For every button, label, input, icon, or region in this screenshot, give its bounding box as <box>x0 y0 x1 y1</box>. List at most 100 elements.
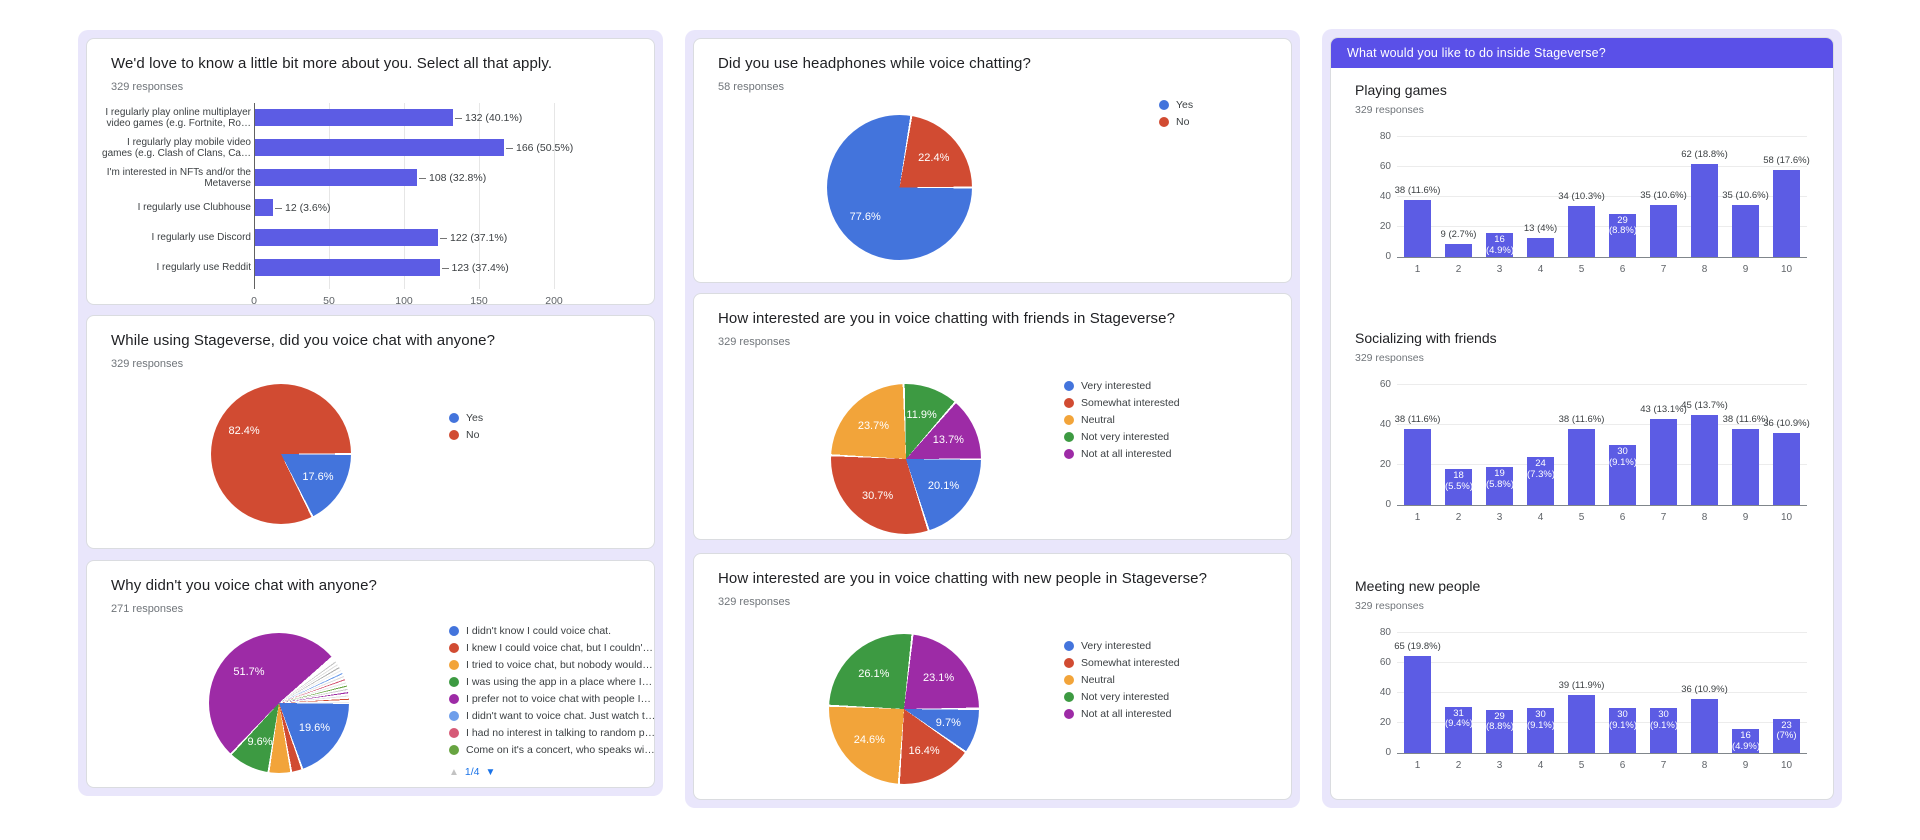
bar <box>255 259 440 276</box>
legend-page-down-icon[interactable]: ▼ <box>485 766 496 778</box>
bar <box>255 229 438 246</box>
legend-item: Somewhat interested <box>1064 397 1180 409</box>
legend-item: I knew I could voice chat, but I couldn'… <box>449 642 655 654</box>
bar-slot: 30 (9.1%) <box>1602 385 1643 505</box>
chart-legend: I didn't know I could voice chat. I knew … <box>449 625 655 778</box>
x-axis-tick-label: 4 <box>1537 760 1544 771</box>
category-label: I regularly play online multiplayer video… <box>105 106 251 130</box>
bar-value-label: 31 (9.4%) <box>1445 707 1473 729</box>
bar-value-label: 36 (10.9%) <box>1763 418 1810 429</box>
pie-slice-label: 51.7% <box>233 665 265 678</box>
bar-value-label: 23 (7%) <box>1776 719 1797 741</box>
legend-label: Not very interested <box>1081 431 1170 443</box>
pie-slice-label: 9.7% <box>935 716 961 729</box>
pie-slice-label: 13.7% <box>932 433 964 446</box>
pie-chart <box>831 384 981 534</box>
x-axis-tick-label: 10 <box>1780 264 1793 275</box>
bar-value-label: 35 (10.6%) <box>1722 189 1769 201</box>
bar: 30 (9.1%) <box>1609 445 1637 505</box>
legend-color-dot <box>1064 675 1074 685</box>
legend-label: Come on it's a concert, who speaks wi… <box>466 744 655 756</box>
legend-label: Not at all interested <box>1081 708 1172 720</box>
bar <box>255 139 504 156</box>
legend-item: Yes <box>1159 99 1193 111</box>
bar: 19 (5.8%) <box>1486 467 1514 505</box>
bar-value-label: 39 (11.9%) <box>1558 679 1605 691</box>
legend-label: No <box>466 429 480 441</box>
y-axis-tick-label: 0 <box>1385 251 1391 262</box>
legend-color-dot <box>449 677 459 687</box>
question-title: How interested are you in voice chatting… <box>718 570 1208 587</box>
bar-value-label: 123 (37.4%) <box>442 253 509 283</box>
y-axis-tick-label: 20 <box>1379 221 1391 232</box>
bar-slot: 62 (18.8%) <box>1681 137 1728 257</box>
x-axis-tick-label: 10 <box>1780 760 1793 771</box>
bar-slot: 24 (7.3%) <box>1520 385 1561 505</box>
legend-color-dot <box>1064 415 1074 425</box>
gridline <box>1397 632 1807 633</box>
y-axis-tick-label: 0 <box>1385 747 1391 758</box>
bar <box>1568 429 1595 505</box>
bar-slot: 36 (10.9%) <box>1763 385 1810 505</box>
legend-item: Not very interested <box>1064 431 1180 443</box>
legend-item: I tried to voice chat, but nobody would… <box>449 659 655 671</box>
pie-chart <box>211 384 351 524</box>
x-axis-tick-label: 50 <box>323 295 335 307</box>
legend-label: Neutral <box>1081 414 1115 426</box>
bar-chart-plot-area: 0 20 40 60 80 65 (19.8%) 1 31 (9.4%) 2 29 (8.8%) 3 30… <box>1380 627 1807 771</box>
gridline <box>1397 464 1807 465</box>
chart-legend: Very interested Somewhat interested Neutra… <box>1064 380 1180 465</box>
legend-item: I was using the app in a place where I… <box>449 676 655 688</box>
legend-item: I prefer not to voice chat with people I… <box>449 693 655 705</box>
gridline <box>254 103 255 289</box>
legend-label: Yes <box>466 412 484 424</box>
legend-page-up-icon[interactable]: ▲ <box>449 766 459 778</box>
pie-chart <box>209 633 349 773</box>
pie-chart-voice-chat: 17.6% 82.4% Yes No <box>87 316 654 548</box>
bar-slot: 39 (11.9%) <box>1558 633 1605 753</box>
bar: 30 (9.1%) <box>1650 708 1678 753</box>
subchart-title: Meeting new people <box>1355 578 1481 594</box>
bar-slot: 38 (11.6%) <box>1559 385 1604 505</box>
legend-color-dot <box>449 660 459 670</box>
bar-slot: 29 (8.8%) <box>1479 633 1520 753</box>
question-card-interest-new-people: How interested are you in voice chatting… <box>693 553 1292 800</box>
bar-value-label: 29 (8.8%) <box>1486 710 1514 732</box>
y-axis-tick-label: 80 <box>1379 131 1391 142</box>
legend-item: I had no interest in talking to random p… <box>449 727 655 739</box>
response-count: 329 responses <box>111 81 184 93</box>
bar <box>1691 164 1718 257</box>
chart-legend: Yes No <box>1159 99 1193 133</box>
x-axis-tick-label: 7 <box>1660 512 1667 523</box>
bar-slot: 65 (19.8%) <box>1394 633 1441 753</box>
bar: 31 (9.4%) <box>1445 706 1473 753</box>
gridline <box>1397 136 1807 137</box>
bar <box>1404 429 1431 505</box>
legend-label: I prefer not to voice chat with people I… <box>466 693 652 705</box>
bar-slot: 18 (5.5%) <box>1438 385 1479 505</box>
subchart-title: Socializing with friends <box>1355 330 1497 346</box>
bar-value-label: 30 (9.1%) <box>1609 446 1637 468</box>
legend-label: I was using the app in a place where I… <box>466 676 653 688</box>
bar: 29 (8.8%) <box>1486 709 1514 753</box>
bar-slot: 30 (9.1%) <box>1602 633 1643 753</box>
gridline <box>1397 722 1807 723</box>
bar: 16 (4.9%) <box>1732 729 1760 753</box>
question-card-about-you: We'd love to know a little bit more abou… <box>86 38 655 307</box>
bar <box>255 109 453 126</box>
pie-slice-label: 17.6% <box>302 470 334 483</box>
bar <box>1568 694 1595 753</box>
bar: 16 (4.9%) <box>1486 233 1514 257</box>
bar-value-label: 122 (37.1%) <box>440 223 507 253</box>
category-label: I regularly use Clubhouse <box>137 202 251 214</box>
question-panel-column-2: Did you use headphones while voice chatt… <box>685 30 1300 808</box>
question-title: Why didn't you voice chat with anyone? <box>111 577 377 594</box>
x-axis-tick-label: 8 <box>1701 760 1708 771</box>
pie-slice-label: 26.1% <box>858 667 890 680</box>
x-axis-tick-label: 1 <box>1414 264 1421 275</box>
category-label: I'm interested in NFTs and/or the Metaver… <box>106 166 251 190</box>
bar-slot: 13 (4%) <box>1520 137 1561 257</box>
legend-label: Neutral <box>1081 674 1115 686</box>
legend-color-dot <box>1159 100 1169 110</box>
legend-color-dot <box>449 626 459 636</box>
